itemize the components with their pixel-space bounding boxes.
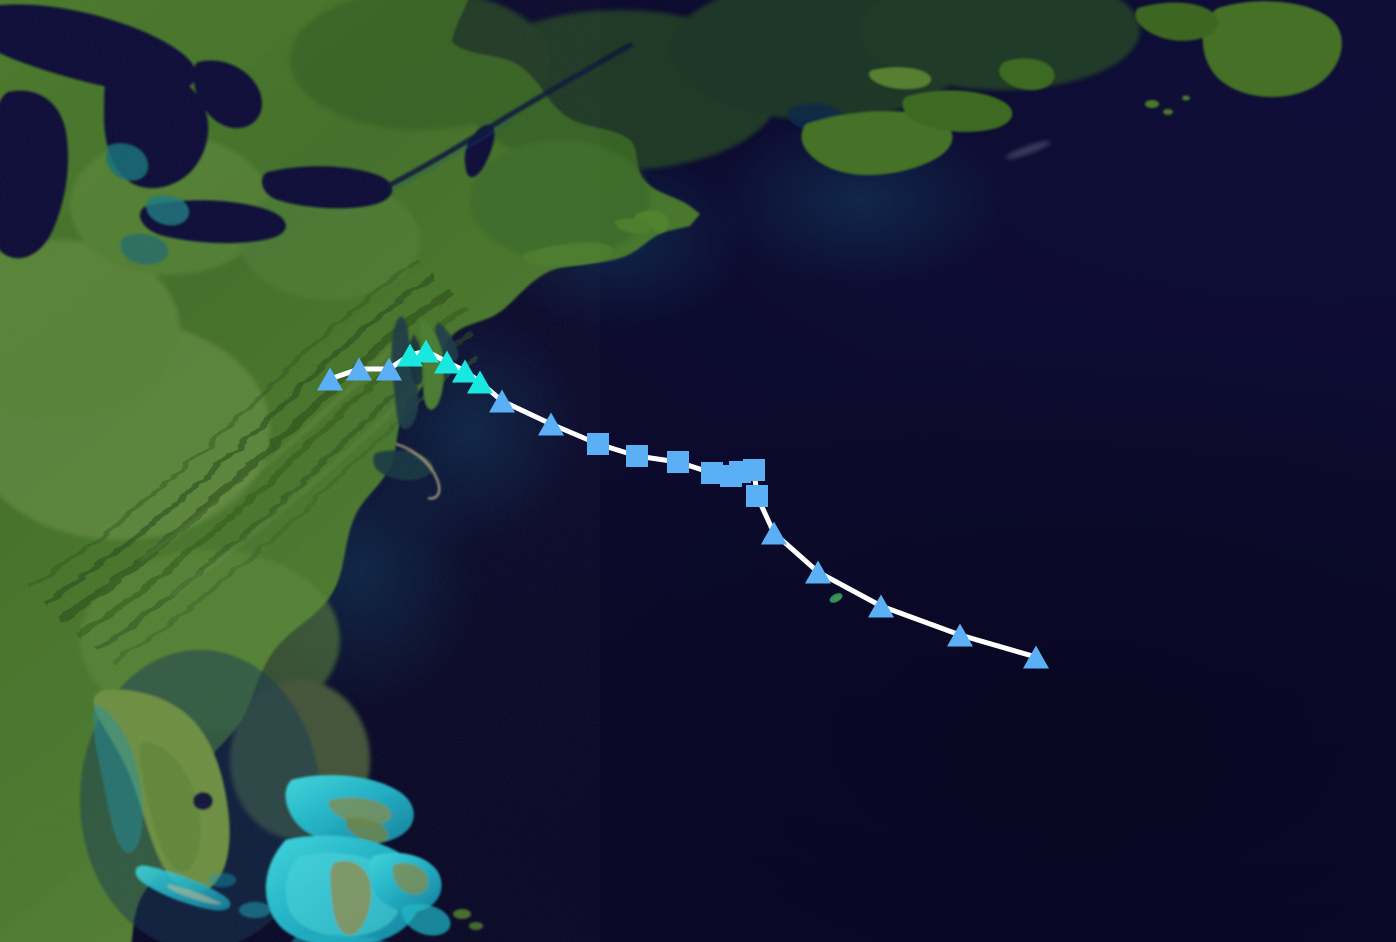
track-point-depression xyxy=(376,357,402,381)
track-point-depression xyxy=(346,357,372,381)
track-point-tropical_storm xyxy=(397,343,423,367)
track-point-depression xyxy=(868,594,894,618)
track-point-depression xyxy=(538,412,564,436)
track-point-depression xyxy=(947,623,973,647)
track-point-tropical_storm xyxy=(452,359,478,383)
track-point-tropical_storm xyxy=(467,370,493,394)
track-point-depression xyxy=(1023,645,1049,669)
track-point-tropical_storm xyxy=(413,339,439,363)
track-point-extratropical xyxy=(701,462,723,484)
image-grain xyxy=(0,0,600,942)
bermuda-island xyxy=(829,593,843,603)
track-point-depression xyxy=(489,389,515,413)
track-point-extratropical xyxy=(587,433,609,455)
track-point-depression xyxy=(761,521,787,545)
track-line xyxy=(327,348,1039,660)
track-point-tropical_storm xyxy=(434,350,460,374)
cloud-wisp xyxy=(1005,140,1051,160)
track-point-group xyxy=(317,339,1049,669)
track-point-depression xyxy=(805,560,831,584)
track-point-extratropical xyxy=(720,465,742,487)
track-point-extratropical xyxy=(746,485,768,507)
track-point-extratropical xyxy=(626,445,648,467)
track-point-extratropical xyxy=(667,451,689,473)
track-point-depression xyxy=(317,367,343,391)
track-line-group xyxy=(327,348,1039,660)
